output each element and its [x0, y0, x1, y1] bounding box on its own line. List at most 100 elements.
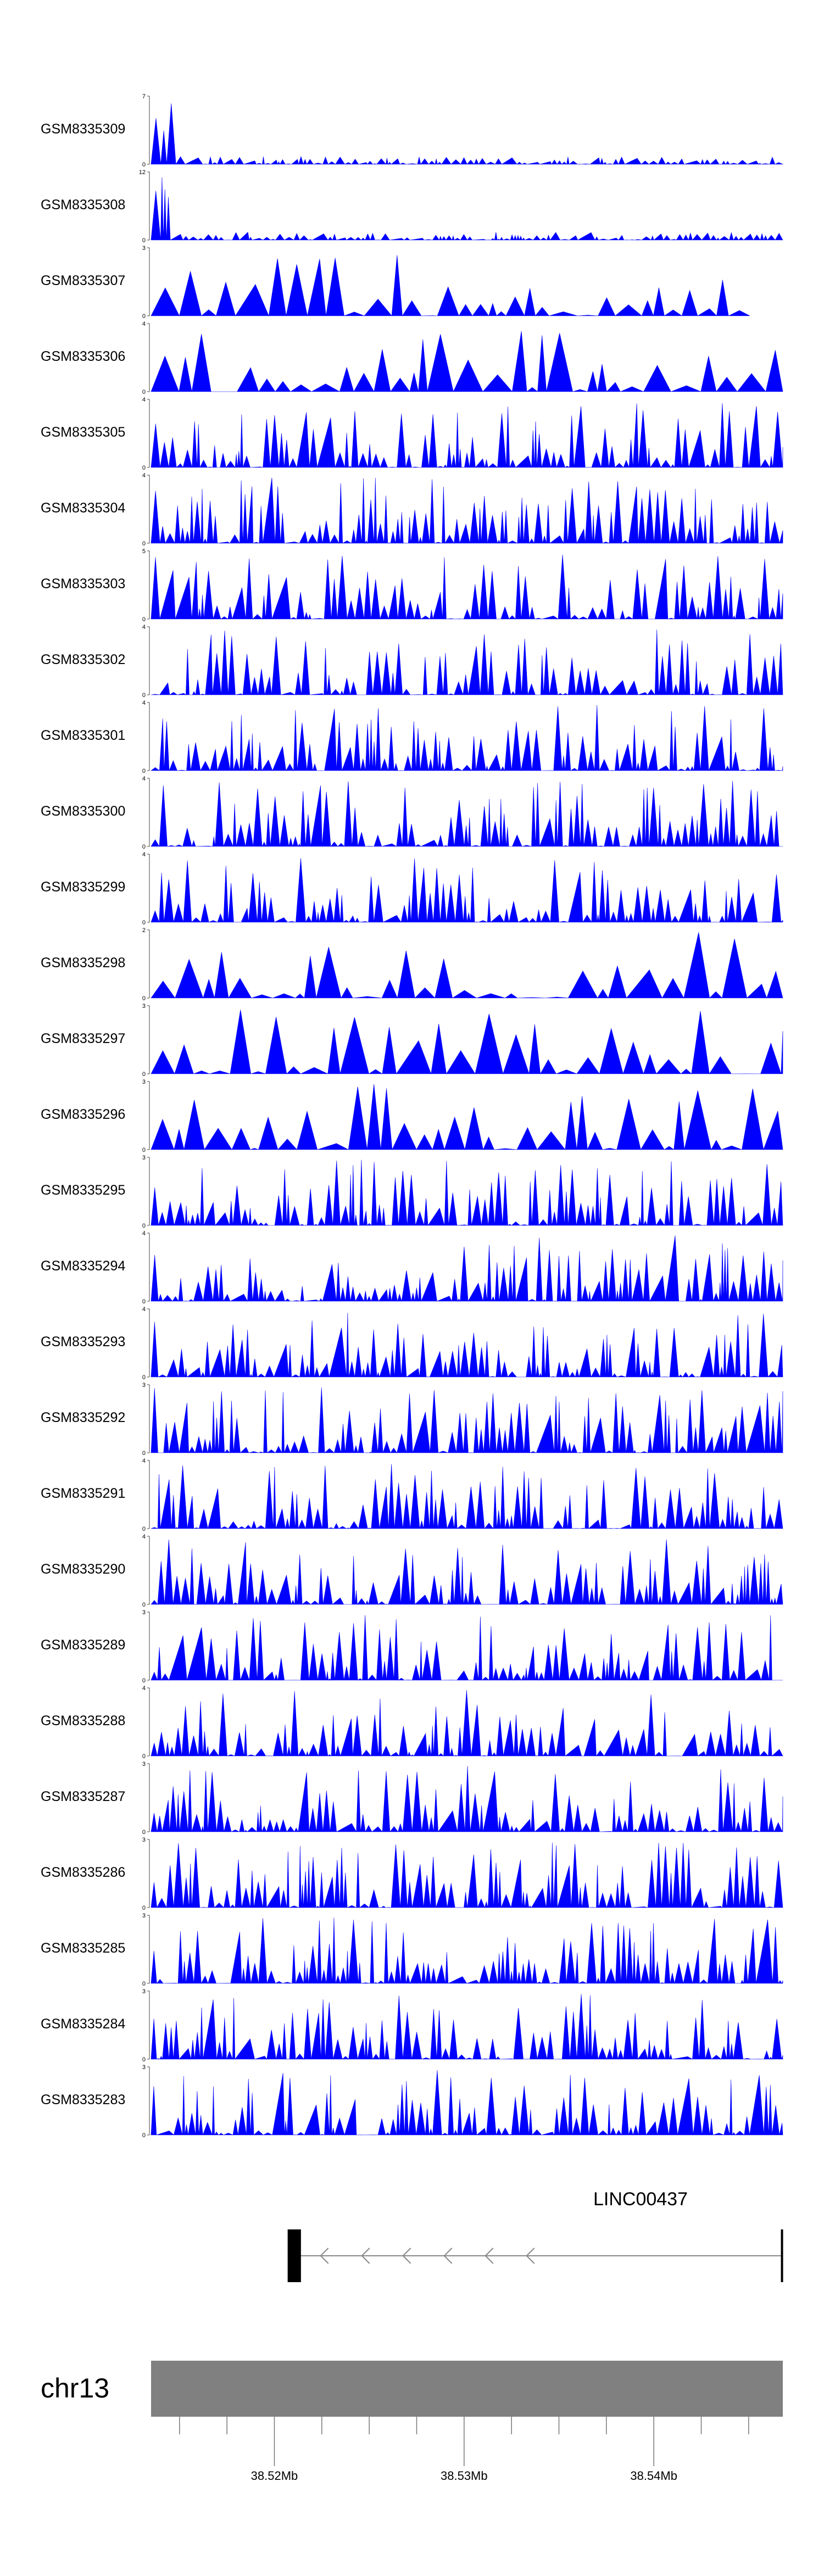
- exon-block: [781, 2229, 783, 2282]
- y-tick-label-min: 0: [142, 1905, 146, 1911]
- y-tick-label-min: 0: [142, 161, 146, 168]
- strand-arrow: [443, 2248, 453, 2264]
- y-tick-label-min: 0: [142, 1071, 146, 1078]
- track-GSM8335306: GSM8335306 4 0: [41, 321, 783, 395]
- track-label: GSM8335292: [41, 1410, 125, 1425]
- y-tick-label-min: 0: [142, 1223, 146, 1229]
- coverage-area: [151, 554, 783, 620]
- coverage-tracks: GSM833530970GSM8335308120GSM833530730GSM…: [41, 93, 783, 2139]
- track-GSM8335303: GSM8335303 5 0: [41, 548, 783, 623]
- x-tick-label: 38.54Mb: [630, 2469, 677, 2483]
- track-label: GSM8335283: [41, 2092, 125, 2107]
- track-GSM8335290: GSM8335290 4 0: [41, 1534, 783, 1608]
- coverage-area: [151, 780, 783, 847]
- y-tick-label-min: 0: [142, 616, 146, 623]
- coverage-area: [151, 1387, 783, 1454]
- y-tick-label-max: 3: [142, 1382, 146, 1389]
- strand-arrow: [485, 2248, 494, 2264]
- track-GSM8335305: GSM8335305 4 0: [41, 397, 783, 471]
- exon-block: [287, 2229, 301, 2282]
- y-tick-label-max: 4: [142, 472, 146, 479]
- y-tick-label-min: 0: [142, 1677, 146, 1684]
- y-tick-label-min: 0: [142, 692, 146, 699]
- y-tick-label-min: 0: [142, 1829, 146, 1836]
- y-tick-label-max: 12: [139, 169, 146, 176]
- coverage-area: [151, 177, 783, 241]
- y-tick-label-min: 0: [142, 1981, 146, 1987]
- track-GSM8335291: GSM8335291 4 0: [41, 1458, 783, 1532]
- track-label: GSM8335302: [41, 652, 125, 667]
- track-GSM8335296: GSM8335296 3 0: [41, 1079, 783, 1153]
- y-tick-label-max: 3: [142, 1155, 146, 1161]
- track-GSM8335284: GSM8335284 3 0: [41, 1988, 783, 2063]
- y-tick-label-max: 5: [142, 548, 146, 555]
- coverage-area: [151, 1766, 783, 1833]
- y-tick-label-max: 3: [142, 1988, 146, 1995]
- y-tick-label-min: 0: [142, 919, 146, 926]
- track-GSM8335294: GSM8335294 4 0: [41, 1230, 783, 1305]
- track-label: GSM8335290: [41, 1562, 125, 1577]
- y-tick-label-max: 3: [142, 1003, 146, 1010]
- coverage-area: [151, 2070, 783, 2136]
- y-tick-label-max: 4: [142, 1685, 146, 1692]
- coverage-area: [151, 477, 783, 544]
- track-GSM8335295: GSM8335295 3 0: [41, 1155, 783, 1229]
- y-tick-label-min: 0: [142, 1298, 146, 1305]
- y-tick-label-min: 0: [142, 1147, 146, 1153]
- track-label: GSM8335305: [41, 425, 125, 440]
- y-tick-label-min: 0: [142, 1526, 146, 1532]
- track-GSM8335297: GSM8335297 3 0: [41, 1003, 783, 1078]
- track-label: GSM8335286: [41, 1865, 125, 1880]
- y-tick-label-max: 4: [142, 851, 146, 858]
- track-label: GSM8335306: [41, 349, 125, 364]
- track-GSM8335287: GSM8335287 3 0: [41, 1761, 783, 1836]
- track-GSM8335285: GSM8335285 3 0: [41, 1913, 783, 1987]
- coverage-area: [151, 331, 783, 393]
- track-GSM8335307: GSM8335307 3 0: [41, 245, 750, 320]
- track-GSM8335286: GSM8335286 3 0: [41, 1837, 783, 1911]
- y-tick-label-min: 0: [142, 2056, 146, 2063]
- track-label: GSM8335285: [41, 1941, 125, 1956]
- y-tick-label-max: 4: [142, 1458, 146, 1464]
- y-tick-label-max: 4: [142, 1306, 146, 1313]
- y-tick-label-min: 0: [142, 1450, 146, 1457]
- coverage-area: [151, 1313, 783, 1378]
- y-tick-label-max: 4: [142, 1534, 146, 1540]
- track-label: GSM8335289: [41, 1637, 125, 1653]
- track-label: GSM8335300: [41, 804, 125, 819]
- track-GSM8335283: GSM8335283 3 0: [41, 2064, 783, 2139]
- track-GSM8335289: GSM8335289 3 0: [41, 1609, 783, 1684]
- track-GSM8335301: GSM8335301 4 0: [41, 700, 783, 774]
- coverage-area: [151, 255, 750, 317]
- y-tick-label-min: 0: [142, 1602, 146, 1608]
- coverage-area: [151, 858, 783, 923]
- coverage-area: [151, 1994, 783, 2060]
- track-GSM8335299: GSM8335299 4 0: [41, 851, 783, 926]
- gene-label: LINC00437: [593, 2189, 688, 2210]
- track-label: GSM8335296: [41, 1107, 125, 1122]
- track-GSM8335302: GSM8335302 4 0: [41, 624, 783, 699]
- y-tick-label-min: 0: [142, 844, 146, 850]
- track-label: GSM8335303: [41, 576, 125, 592]
- chromosome-axis: chr13 38.52Mb 38.53Mb 38.54Mb: [41, 2361, 783, 2483]
- coverage-area: [151, 1539, 783, 1605]
- y-tick-label-min: 0: [142, 389, 146, 395]
- coverage-area: [151, 1235, 783, 1302]
- track-label: GSM8335299: [41, 879, 125, 895]
- y-tick-label-max: 3: [142, 1079, 146, 1085]
- track-label: GSM8335291: [41, 1486, 125, 1501]
- gene-track: LINC00437: [287, 2189, 783, 2282]
- coverage-area: [151, 1464, 783, 1530]
- y-tick-label-min: 0: [142, 1753, 146, 1760]
- y-tick-label-max: 4: [142, 397, 146, 403]
- y-tick-label-max: 3: [142, 1609, 146, 1616]
- coverage-area: [151, 1690, 783, 1757]
- track-label: GSM8335309: [41, 121, 125, 137]
- coverage-area: [151, 1917, 783, 1984]
- strand-arrow: [526, 2248, 535, 2264]
- y-tick-label-max: 4: [142, 700, 146, 706]
- coverage-area: [151, 1159, 783, 1226]
- coverage-area: [151, 932, 783, 999]
- track-GSM8335288: GSM8335288 4 0: [41, 1685, 783, 1760]
- y-tick-label-min: 0: [142, 768, 146, 774]
